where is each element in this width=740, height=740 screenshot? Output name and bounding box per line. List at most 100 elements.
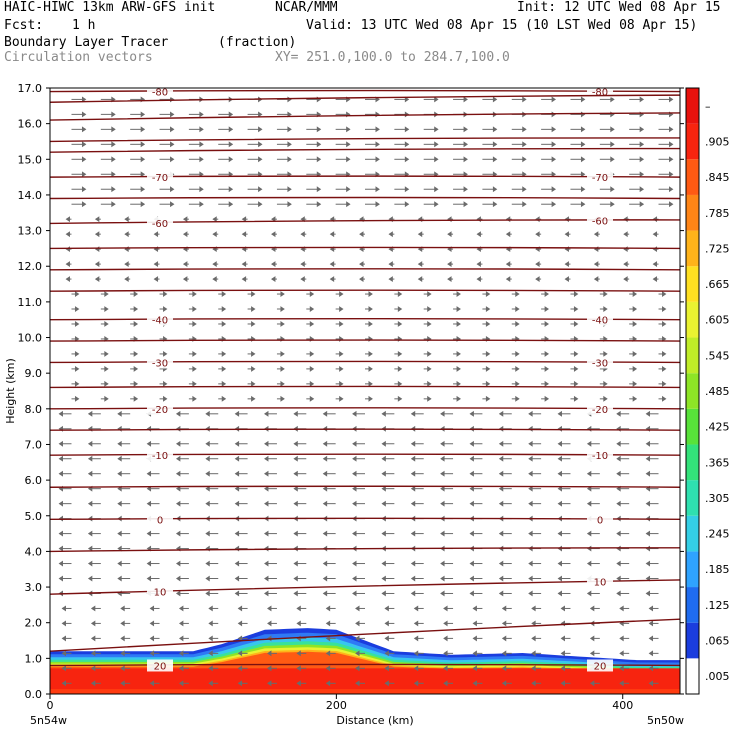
wind-vector-head	[557, 455, 562, 462]
wind-vector-head	[221, 350, 227, 357]
wind-vector-head	[241, 216, 247, 223]
wind-vector-head	[531, 650, 536, 657]
wind-vector-head	[632, 336, 638, 342]
wind-vector-head	[175, 590, 181, 597]
wind-vector-head	[58, 470, 63, 477]
wind-vector-head	[580, 141, 586, 148]
wind-vector-head	[469, 455, 474, 462]
y-tick-label: 1.0	[25, 652, 43, 665]
wind-vector-head	[560, 605, 565, 612]
init-time: Init: 12 UTC Wed 08 Apr 15	[517, 0, 721, 15]
wind-vector-head	[440, 560, 445, 567]
wind-vector-head	[381, 500, 386, 507]
wind-vector-head	[352, 485, 357, 492]
wind-vector-head	[397, 395, 403, 402]
plot-area	[50, 88, 680, 694]
wind-vector-head	[413, 665, 419, 672]
wind-vector-head	[58, 440, 63, 447]
wind-vector-head	[352, 530, 357, 537]
wind-vector-head	[384, 635, 389, 642]
wind-vector-head	[237, 680, 243, 687]
wind-vector-head	[355, 620, 360, 627]
wind-vector-head	[309, 291, 315, 297]
wind-vector-head	[404, 156, 410, 163]
wind-vector-head	[316, 186, 322, 193]
wind-vector-head	[258, 111, 263, 118]
contour-label-bg	[587, 85, 613, 98]
wind-vector-head	[645, 455, 651, 462]
wind-vector-head	[322, 455, 328, 462]
wind-vector-head	[90, 605, 96, 612]
wind-vector-head	[463, 126, 468, 133]
wind-vector-head	[501, 665, 507, 672]
wind-vector-head	[228, 141, 234, 148]
wind-vector-head	[610, 126, 615, 133]
forecast-label: Fcst:	[4, 18, 44, 33]
wind-vector-head	[241, 231, 247, 238]
wind-vector-head	[384, 620, 389, 627]
chart-title-left: HAIC-HIWC 13km ARW-GFS init	[4, 0, 216, 15]
wind-vector-head	[492, 126, 498, 133]
wind-vector-head	[544, 321, 550, 327]
wind-vector-head	[528, 440, 533, 447]
wind-vector-head	[234, 455, 240, 462]
wind-vector-head	[163, 291, 168, 297]
wind-vector-head	[170, 156, 175, 163]
contour-label: 0	[597, 515, 603, 526]
colorbar-swatch	[686, 515, 699, 552]
wind-vector-head	[293, 455, 298, 462]
colorbar-swatch	[686, 480, 699, 516]
wind-vector-head	[146, 500, 152, 507]
wind-vector-head	[515, 306, 520, 312]
wind-vector-head	[251, 321, 256, 327]
contour-label-bg	[587, 313, 613, 326]
wind-vector-head	[287, 111, 292, 118]
contour-label: 20	[154, 661, 167, 672]
wind-vector-head	[573, 321, 579, 327]
temperature-contour	[49, 428, 681, 431]
wind-vector-head	[413, 605, 419, 612]
wind-vector-head	[469, 590, 474, 597]
wind-vector-head	[355, 635, 360, 642]
colorbar-swatch	[686, 88, 699, 124]
wind-vector-head	[205, 575, 210, 582]
wind-vector-head	[124, 216, 129, 223]
wind-vector-head	[322, 485, 328, 492]
contour-label-bg	[147, 171, 173, 184]
wind-vector-head	[74, 365, 80, 372]
wind-vector-head	[501, 620, 507, 627]
wind-vector-head	[522, 156, 527, 163]
wind-vector-head	[515, 291, 520, 297]
wind-vector-head	[322, 470, 328, 477]
wind-vector-head	[163, 380, 168, 387]
wind-vector-head	[492, 141, 498, 148]
wind-vector-head	[271, 276, 276, 283]
wind-vector-head	[434, 126, 439, 133]
y-tick-label: 6.0	[25, 474, 43, 487]
wind-vector-head	[192, 350, 197, 357]
wind-vector-head	[551, 141, 557, 148]
wind-vector-head	[205, 410, 210, 417]
x-tick-label: 400	[612, 699, 633, 712]
contour-label-bg	[147, 356, 173, 369]
wind-vector-head	[61, 650, 66, 657]
wind-vector-head	[427, 350, 432, 357]
wind-vector-head	[120, 665, 125, 672]
wind-vector-head	[94, 261, 100, 268]
wind-vector-head	[120, 605, 125, 612]
wind-vector-head	[551, 201, 557, 208]
wind-vector-head	[375, 96, 380, 103]
wind-vector-head	[359, 231, 364, 238]
contour-label-bg	[587, 449, 613, 462]
wind-vector-head	[163, 306, 168, 312]
wind-vector-head	[498, 455, 504, 462]
wind-vector-head	[375, 171, 380, 178]
wind-vector-head	[404, 141, 410, 148]
wind-vector-head	[375, 126, 380, 133]
wind-vector-head	[573, 291, 579, 297]
colorbar-label: .185	[705, 563, 730, 576]
wind-vector-head	[258, 186, 263, 193]
wind-vector-head	[352, 575, 357, 582]
wind-vector-head	[170, 126, 175, 133]
x-axis: 0 200 400 5n54w 5n50w Distance (km)	[30, 694, 684, 727]
